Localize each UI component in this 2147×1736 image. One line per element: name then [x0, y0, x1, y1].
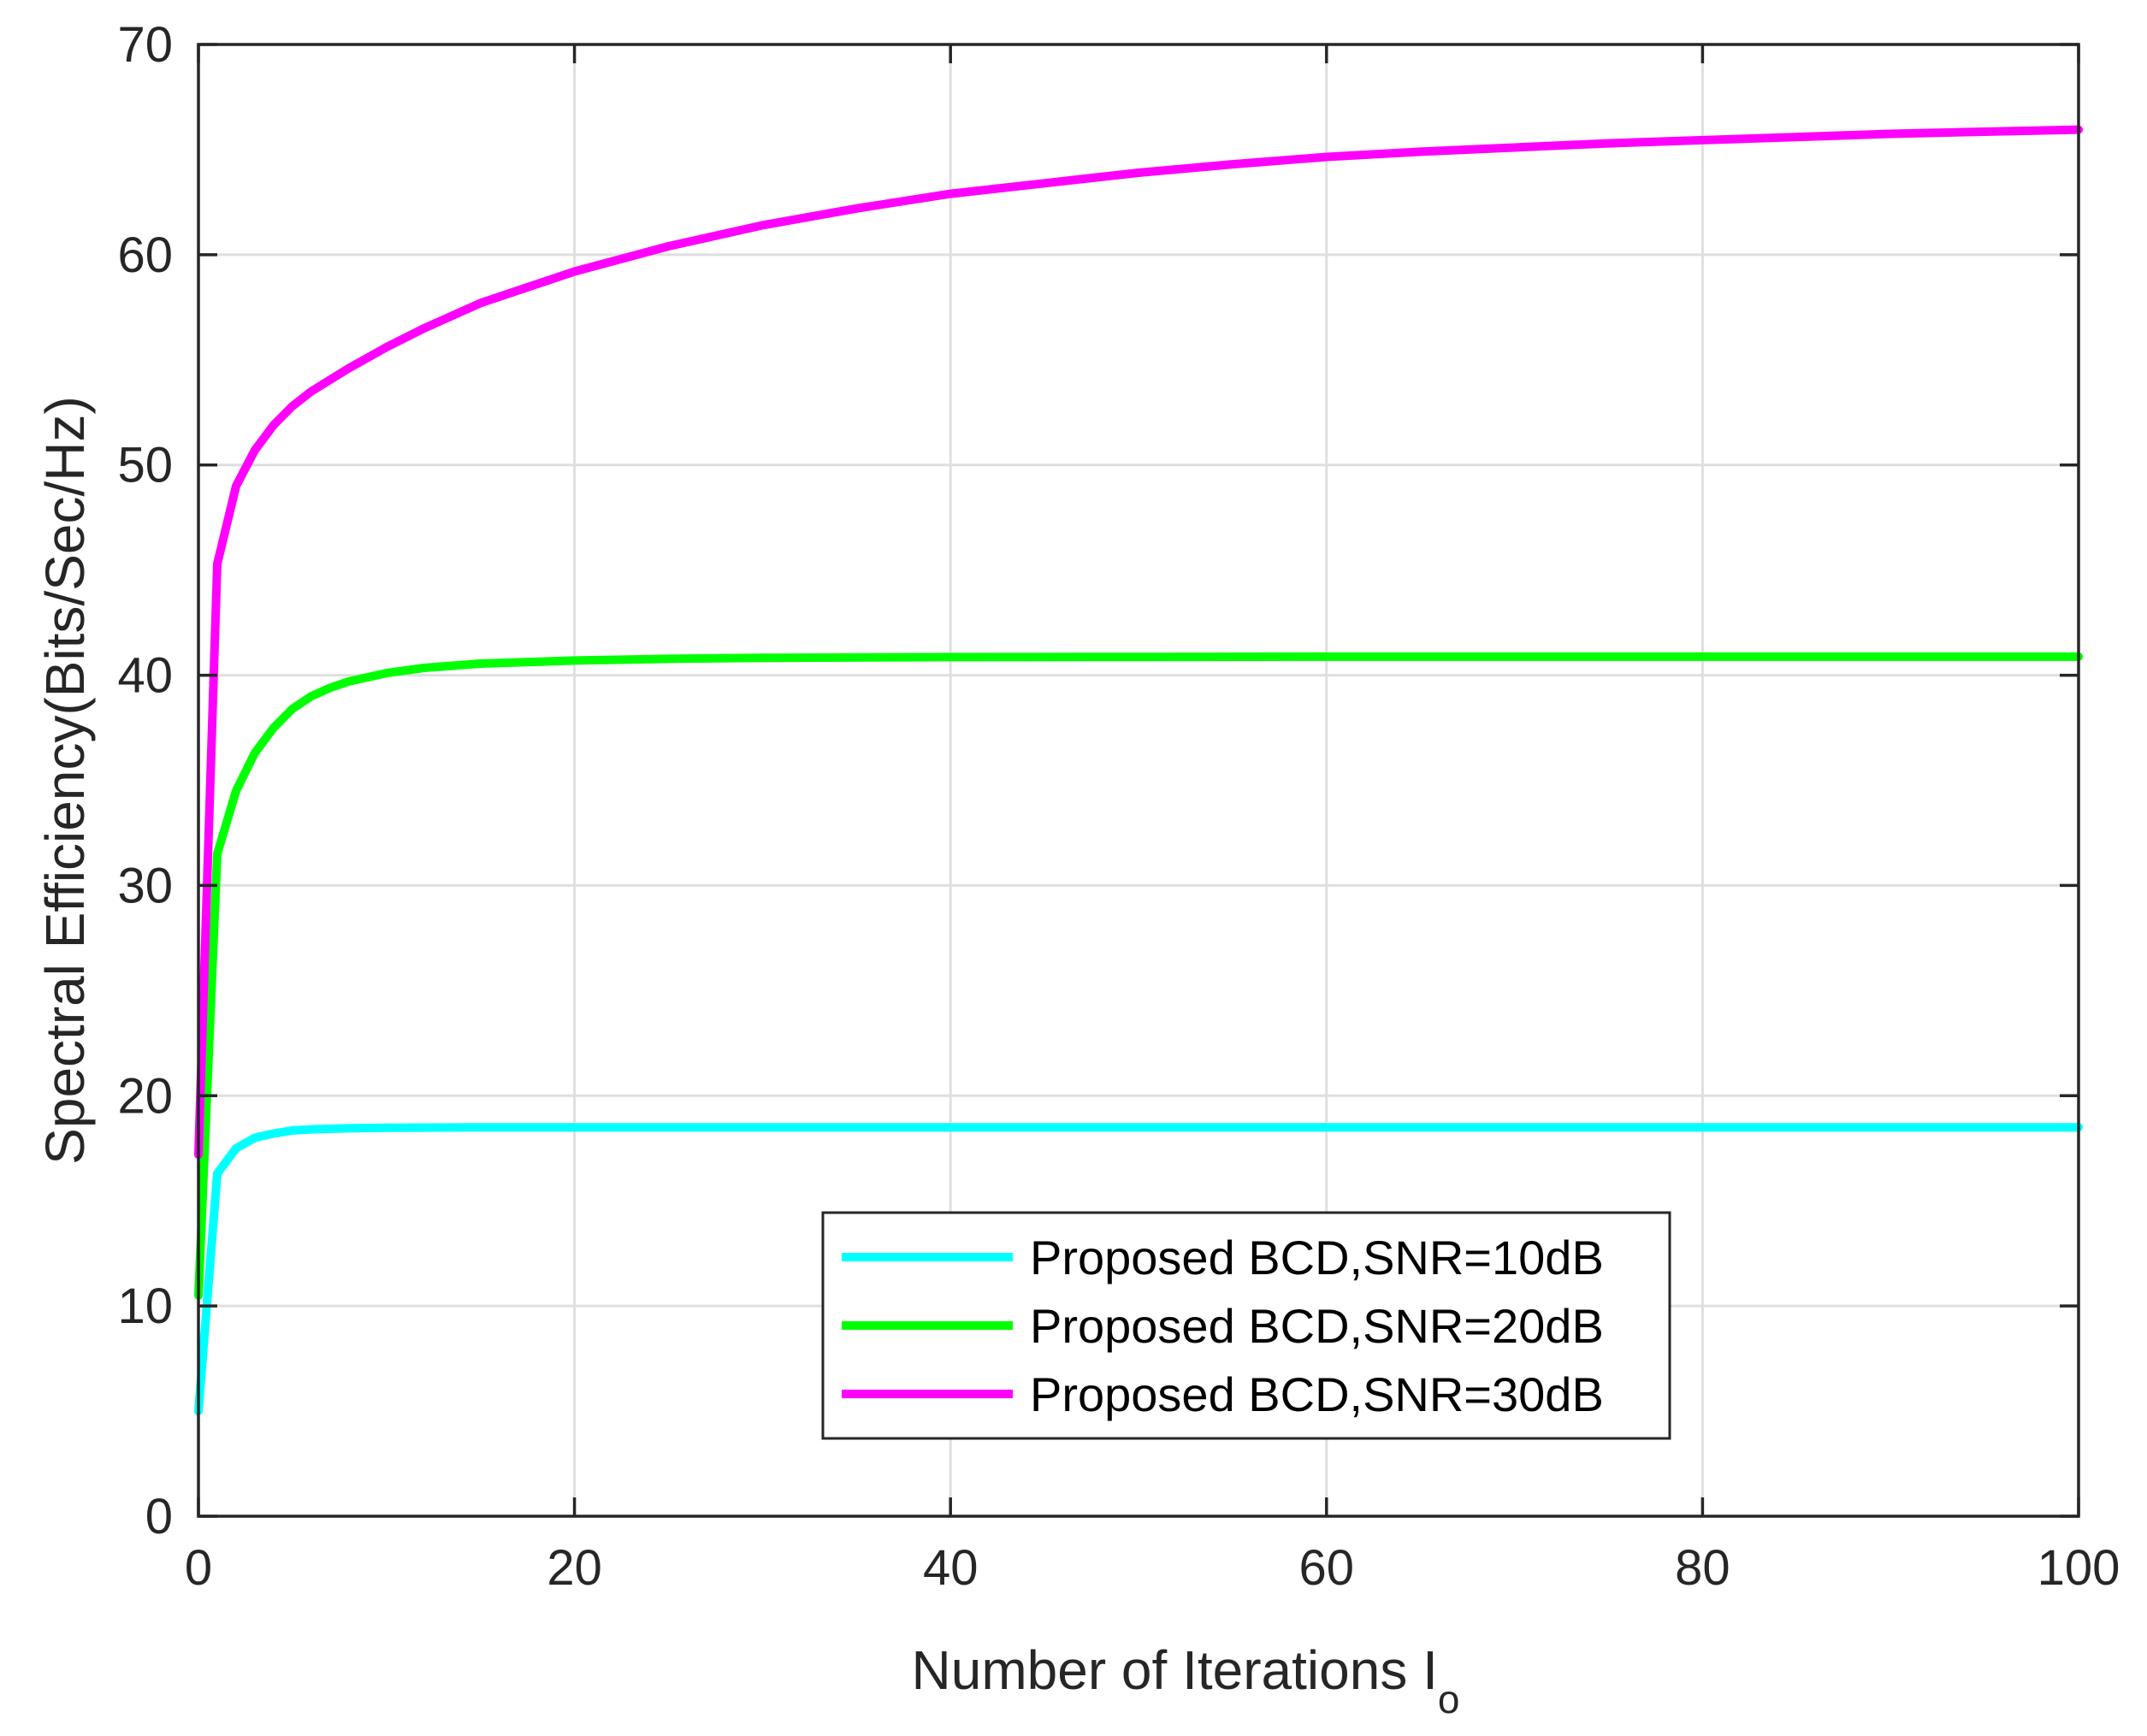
x-axis-label: Number of Iterations Io — [912, 1639, 1460, 1721]
legend-label-2: Proposed BCD,SNR=20dB — [1030, 1299, 1604, 1353]
axes-frame — [197, 43, 2080, 1518]
axis-ticks: 0 20 40 60 80 100 0 10 20 30 40 50 60 70 — [117, 17, 2120, 1596]
grid — [198, 44, 2079, 1516]
y-tick-label: 70 — [117, 17, 173, 73]
series-lines — [194, 125, 2083, 1416]
x-tick-label: 40 — [923, 1540, 979, 1596]
x-tick-label: 60 — [1299, 1540, 1355, 1596]
y-tick-label: 20 — [117, 1068, 173, 1124]
series-line-2 — [194, 652, 2083, 1300]
legend-label-1: Proposed BCD,SNR=10dB — [1030, 1231, 1604, 1284]
x-tick-label: 20 — [547, 1540, 602, 1596]
y-tick-label: 10 — [117, 1278, 173, 1334]
y-tick-label: 60 — [117, 227, 173, 283]
y-tick-label: 40 — [117, 648, 173, 704]
y-tick-label: 0 — [145, 1489, 173, 1544]
x-tick-label: 0 — [185, 1540, 212, 1596]
y-tick-label: 50 — [117, 438, 173, 493]
x-tick-label: 80 — [1675, 1540, 1730, 1596]
series-line-3 — [194, 125, 2083, 1160]
series-line-1 — [194, 1123, 2083, 1416]
y-tick-label: 30 — [117, 858, 173, 913]
x-axis-label-subscript: o — [1438, 1677, 1460, 1721]
legend: Proposed BCD,SNR=10dB Proposed BCD,SNR=20… — [821, 1211, 1671, 1440]
x-tick-label: 100 — [2038, 1540, 2120, 1596]
legend-label-3: Proposed BCD,SNR=30dB — [1030, 1367, 1604, 1421]
y-axis-label: Spectral Efficiency(Bits/Sec/Hz) — [34, 396, 96, 1165]
